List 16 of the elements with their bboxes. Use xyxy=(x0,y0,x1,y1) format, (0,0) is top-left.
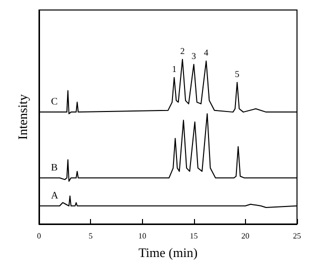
x-tick-label: 0 xyxy=(37,232,41,240)
series-label: C xyxy=(51,96,58,108)
x-tick-label: 25 xyxy=(293,232,301,240)
x-tick-label: 15 xyxy=(190,232,198,240)
annotation: 4 xyxy=(204,48,209,58)
annotation: 1 xyxy=(172,64,176,74)
x-axis-title: Time (min) xyxy=(138,245,198,260)
annotation: 2 xyxy=(180,46,185,56)
annotation: 5 xyxy=(234,68,240,79)
x-tick-label: 20 xyxy=(241,232,250,240)
series-label: A xyxy=(51,190,59,202)
y-axis-title: Intensity xyxy=(15,94,30,140)
x-tick-label: 5 xyxy=(88,232,93,240)
series-label: B xyxy=(51,162,58,174)
annotation: 3 xyxy=(192,50,197,61)
x-tick-label: 10 xyxy=(138,232,146,240)
